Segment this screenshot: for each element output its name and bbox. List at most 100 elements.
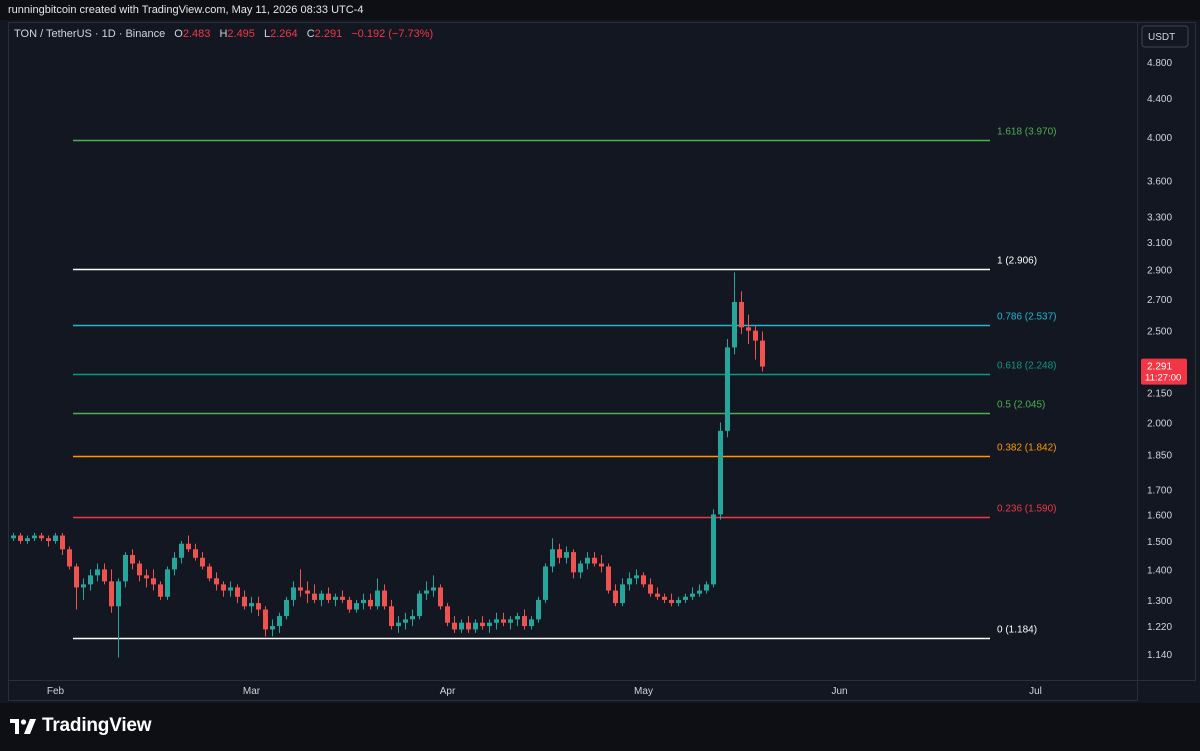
candle-body <box>599 563 604 567</box>
candle-body <box>417 593 422 617</box>
candle-body <box>46 538 51 541</box>
candle-body <box>144 575 149 579</box>
y-tick-label: 2.700 <box>1147 295 1172 306</box>
candle-body <box>550 549 555 567</box>
candle-body <box>151 578 156 585</box>
fib-level-label: 0.382 (1.842) <box>997 443 1057 454</box>
candle-body <box>473 622 478 630</box>
candle-body <box>60 535 65 550</box>
candle-body <box>354 603 359 610</box>
ohlc-legend: TON / TetherUS · 1D · Binance O2.483 H2.… <box>14 28 433 40</box>
y-tick-label: 3.100 <box>1147 238 1172 249</box>
x-tick-label: Apr <box>440 686 456 697</box>
y-tick-label: 2.150 <box>1147 389 1172 400</box>
y-tick-label: 1.300 <box>1147 596 1172 607</box>
candle-body <box>284 599 289 617</box>
candle-body <box>522 616 527 627</box>
candle-body <box>109 581 114 607</box>
candle-body <box>669 599 674 604</box>
candle-body <box>361 599 366 604</box>
time-scale[interactable]: Feb Mar Apr May Jun Jul <box>47 686 1042 697</box>
fib-level-label: 0.786 (2.537) <box>997 312 1057 323</box>
candle-body <box>480 622 485 627</box>
candle-body <box>585 557 590 564</box>
y-tick-label: 2.000 <box>1147 419 1172 430</box>
candle-body <box>753 330 758 341</box>
candle-body <box>207 566 212 579</box>
tradingview-logo[interactable]: TradingView <box>10 715 152 737</box>
candle-body <box>634 575 639 579</box>
candle-body <box>340 596 345 600</box>
candle-body <box>228 587 233 591</box>
candle-body <box>746 327 751 331</box>
candle-body <box>123 554 128 582</box>
candle-body <box>466 622 471 630</box>
candle-body <box>193 549 198 558</box>
candle-body <box>81 584 86 588</box>
fib-level-label: 1.618 (3.970) <box>997 127 1057 138</box>
candle-body <box>459 622 464 630</box>
candle-body <box>564 552 569 558</box>
candle-body <box>179 543 184 558</box>
current-price-value: 2.291 <box>1147 362 1172 373</box>
tradingview-icon <box>10 718 36 734</box>
candle-body <box>760 340 765 367</box>
y-tick-label: 1.220 <box>1147 622 1172 633</box>
candle-body <box>298 587 303 591</box>
fib-retracement[interactable]: 1.618 (3.970) 1 (2.906) 0.786 (2.537) 0.618… <box>73 127 1057 640</box>
candle-body <box>732 301 737 348</box>
y-tick-label: 3.600 <box>1147 176 1172 187</box>
brand-name: TradingView <box>42 715 152 736</box>
close-label: C <box>307 28 315 40</box>
candle-body <box>130 554 135 564</box>
y-tick-label: 1.500 <box>1147 537 1172 548</box>
footer: TradingView <box>0 703 1200 751</box>
high-label: H <box>219 28 227 40</box>
y-tick-label: 1.400 <box>1147 565 1172 576</box>
candle-body <box>501 619 506 623</box>
candle-body <box>410 616 415 620</box>
candle-body <box>396 622 401 627</box>
y-tick-label: 4.400 <box>1147 94 1172 105</box>
price-chart[interactable]: TON / TetherUS · 1D · Binance O2.483 H2.… <box>0 20 1200 703</box>
candle-body <box>368 599 373 607</box>
open-value: 2.483 <box>183 28 211 40</box>
candle-body <box>620 584 625 604</box>
candle-body <box>277 616 282 627</box>
candle-body <box>312 593 317 600</box>
candle-body <box>627 578 632 585</box>
candle-body <box>186 543 191 550</box>
candle-body <box>536 599 541 620</box>
candle-body <box>333 596 338 600</box>
y-tick-label: 2.500 <box>1147 327 1172 338</box>
candle-body <box>214 578 219 585</box>
candle-body <box>326 593 331 600</box>
candle-body <box>382 590 387 607</box>
candle-body <box>592 557 597 564</box>
price-scale-border <box>1137 22 1196 681</box>
fib-level-label: 0.236 (1.590) <box>997 504 1057 515</box>
candle-body <box>235 587 240 597</box>
candle-body <box>347 599 352 610</box>
price-scale[interactable]: 4.800 4.400 4.000 3.600 3.300 3.100 2.900 2.700… <box>1147 58 1172 661</box>
attribution-bar: runningbitcoin created with TradingView.… <box>0 0 1200 20</box>
x-tick-label: Feb <box>47 686 65 697</box>
bar-countdown: 11:27:00 <box>1145 373 1181 384</box>
candle-body <box>375 590 380 607</box>
candle-body <box>25 538 30 541</box>
currency-button[interactable]: USDT <box>1141 25 1189 48</box>
fib-level-label: 0 (1.184) <box>997 625 1037 636</box>
candle-body <box>256 603 261 610</box>
candle-body <box>172 557 177 570</box>
y-tick-label: 2.900 <box>1147 266 1172 277</box>
low-label: L <box>264 28 270 40</box>
candle-body <box>32 535 37 539</box>
candle-body <box>655 593 660 597</box>
candle-body <box>165 569 170 597</box>
candle-body <box>95 569 100 576</box>
fib-level-label: 1 (2.906) <box>997 256 1037 267</box>
currency-label: USDT <box>1148 32 1175 43</box>
x-tick-label: Jun <box>831 686 847 697</box>
price-tag-box <box>1141 358 1187 385</box>
open-label: O <box>174 28 183 40</box>
